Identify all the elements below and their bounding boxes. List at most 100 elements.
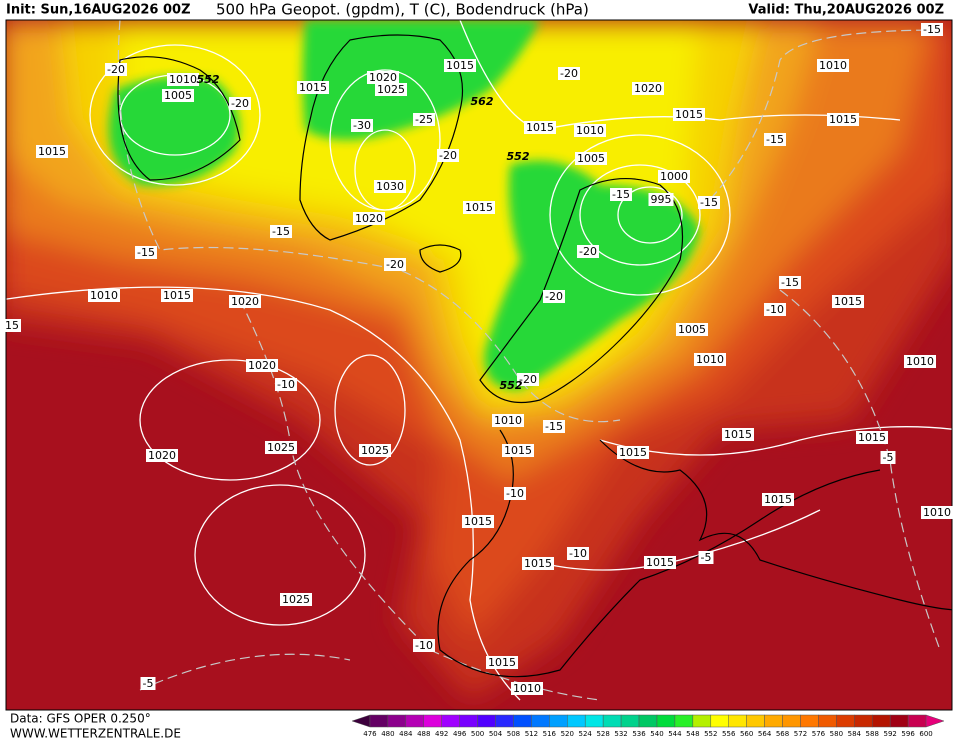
pressure-label: 1005	[164, 89, 192, 102]
temperature-label: -10	[506, 487, 524, 500]
temperature-label-box	[567, 547, 589, 560]
pressure-label: 1010	[513, 682, 541, 695]
pressure-label-box	[644, 556, 676, 569]
temperature-label-box	[577, 245, 599, 258]
temperature-label: -5	[701, 551, 712, 564]
colorbar-label: 504	[489, 730, 503, 738]
pressure-label-box	[375, 83, 407, 96]
pressure-label-box	[575, 152, 607, 165]
colorbar-label: 524	[579, 730, 593, 738]
map-frame	[5, 19, 953, 711]
pressure-label: 1015	[858, 431, 886, 444]
pressure-label-box	[904, 355, 936, 368]
colorbar-label: 592	[883, 730, 896, 738]
pressure-label: 1000	[660, 170, 688, 183]
temperature-label: -25	[415, 113, 433, 126]
pressure-label: 1005	[577, 152, 605, 165]
pressure-label: 1025	[282, 593, 310, 606]
temperature-label: -15	[612, 188, 630, 201]
temperature-label-box	[105, 63, 127, 76]
colorbar-swatch	[800, 714, 819, 728]
pressure-label-box	[827, 113, 859, 126]
colorbar-label: 476	[363, 730, 377, 738]
colorbar-swatch	[602, 714, 622, 728]
colorbar-label: 600	[919, 730, 932, 738]
pressure-label: 1020	[248, 359, 276, 372]
colorbar-swatch	[549, 714, 568, 728]
colorbar-label: 508	[507, 730, 520, 738]
colorbar-label: 572	[794, 730, 807, 738]
colorbar-label: 576	[812, 730, 826, 738]
pressure-label: 995	[651, 193, 672, 206]
pressure-label-box	[265, 441, 297, 454]
temperature-label-box	[880, 451, 896, 464]
temperature-label-box	[543, 420, 565, 433]
pressure-label: 1015	[619, 446, 647, 459]
colorbar-label: 492	[435, 730, 448, 738]
colorbar-label: 512	[525, 730, 538, 738]
coastlines	[117, 34, 952, 678]
init-time: Init: Sun,16AUG2026 00Z	[6, 3, 191, 18]
pressure-label: 1015	[504, 444, 532, 457]
pressure-label-box	[486, 656, 518, 669]
colorbar-swatch	[495, 714, 514, 728]
colorbar-label: 564	[758, 730, 772, 738]
pressure-label: 1015	[675, 108, 703, 121]
temperature-label: -20	[439, 149, 457, 162]
pressure-label: 1010	[906, 355, 934, 368]
pressure-label-box	[817, 59, 849, 72]
colorbar-swatch	[889, 714, 909, 728]
pressure-label: 1015	[488, 656, 516, 669]
temperature-label: -20	[231, 97, 249, 110]
pressure-label-box	[648, 193, 674, 206]
temperature-label-box	[764, 133, 786, 146]
colorbar-label: 552	[704, 730, 717, 738]
temperature-label: -10	[569, 547, 587, 560]
temperature-label-box	[413, 113, 435, 126]
colorbar-swatch	[531, 714, 550, 728]
colorbar-swatch	[854, 714, 873, 728]
colorbar-swatch	[836, 714, 855, 728]
temperature-label-box	[351, 119, 373, 132]
temperature-label-box	[764, 303, 786, 316]
temperature-label: -5	[143, 677, 154, 690]
pressure-label-box	[161, 289, 193, 302]
pressure-label: 1010	[696, 353, 724, 366]
pressure-label: 1015	[829, 113, 857, 126]
colorbar-label: 544	[668, 730, 682, 738]
colorbar-label: 568	[776, 730, 789, 738]
temperature-label-box	[558, 67, 580, 80]
pressure-label-box	[359, 444, 391, 457]
pressure-label: 1025	[267, 441, 295, 454]
colorbar-swatch	[567, 714, 586, 728]
temperature-label-box	[270, 225, 292, 238]
temperature-label: -10	[415, 639, 433, 652]
pressure-label: 1010	[169, 73, 197, 86]
pressure-label-box	[762, 493, 794, 506]
colorbar-swatch	[513, 714, 532, 728]
temperature-label: -10	[277, 378, 295, 391]
pressure-label-box	[511, 682, 543, 695]
temperature-label-box	[384, 258, 406, 271]
temperature-label: -10	[766, 303, 784, 316]
colorbar-swatch	[459, 714, 478, 728]
colorbar-label: 532	[614, 730, 627, 738]
pressure-label-box	[524, 121, 556, 134]
temperature-label-box	[779, 276, 801, 289]
colorbar-swatch	[674, 714, 694, 728]
height-label: 562	[471, 95, 494, 108]
pressure-label: 1025	[361, 444, 389, 457]
colorbar-swatch	[907, 714, 927, 728]
temperature-label-box	[698, 551, 714, 564]
pressure-label-box	[676, 323, 708, 336]
colorbar-swatch	[746, 714, 765, 728]
pressure-label: 1015	[38, 145, 66, 158]
temperature-label: -15	[766, 133, 784, 146]
pressure-label: 15	[5, 319, 19, 332]
colorbar-label: 556	[722, 730, 736, 738]
colorbar-label: 548	[686, 730, 699, 738]
pressure-label: 1015	[524, 557, 552, 570]
temperature-label: -20	[107, 63, 125, 76]
colorbar-swatch	[584, 714, 604, 728]
pressure-label: 1010	[923, 506, 951, 519]
